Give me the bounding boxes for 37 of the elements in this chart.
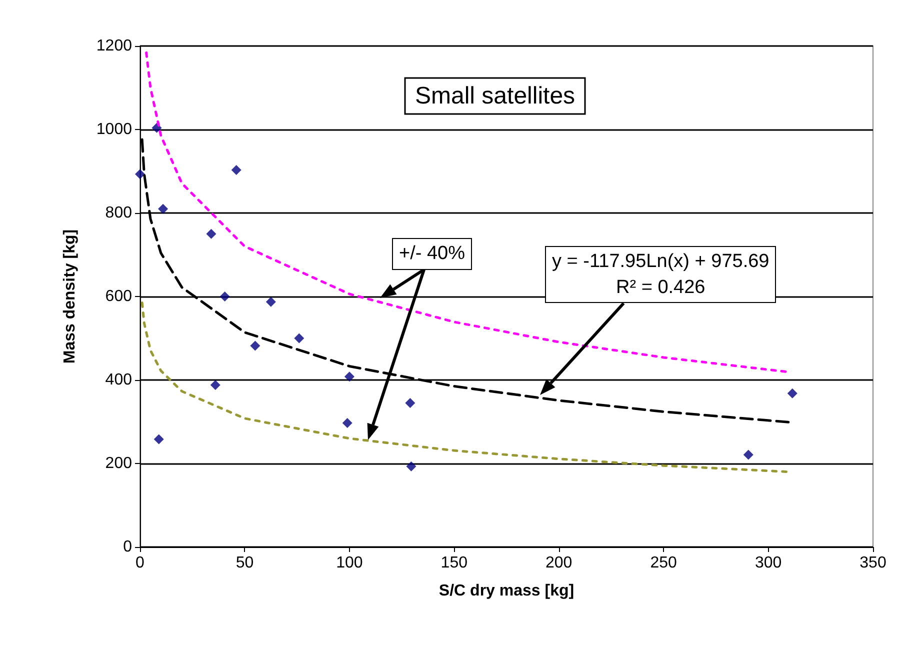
line-series [140,302,790,474]
point [250,340,260,351]
point [210,380,220,390]
point [135,169,145,180]
x-tick-label: 350 [860,554,886,572]
x-tick-label: 250 [650,554,678,572]
y-tick-label: 400 [105,372,132,388]
x-tick-label: 100 [336,554,363,572]
point [743,450,754,460]
x-axis-title: S/C dry mass [kg] [438,582,574,600]
point [787,388,798,398]
point [266,296,276,307]
annotation: y = -117.95Ln(x) + 975.69 R² = 0.426 [545,246,776,304]
point [342,418,352,428]
y-tick-label: 1200 [96,38,132,54]
point [405,398,416,408]
point [294,333,304,344]
x-tick-label: 0 [136,554,145,572]
y-tick-label: 800 [105,204,132,222]
y-tick-label: 1000 [96,121,132,138]
point [206,228,216,239]
point [406,461,416,472]
point [220,292,230,302]
text: Small satellites [415,82,576,110]
y-axis-title: Mass density [kg] [62,229,78,364]
point [154,434,164,444]
point [344,372,354,382]
point [231,164,242,175]
x-tick-label: 200 [546,554,572,572]
point [158,204,168,214]
x-tick-label: 50 [236,554,254,572]
x-tick-label: 300 [754,554,782,572]
annotation: +/- 40% [392,238,472,270]
y-tick-label: 200 [105,455,132,472]
x-tick-label: 150 [440,554,468,572]
y-tick-label: 0 [123,538,132,556]
y-tick-label: 600 [105,288,132,305]
